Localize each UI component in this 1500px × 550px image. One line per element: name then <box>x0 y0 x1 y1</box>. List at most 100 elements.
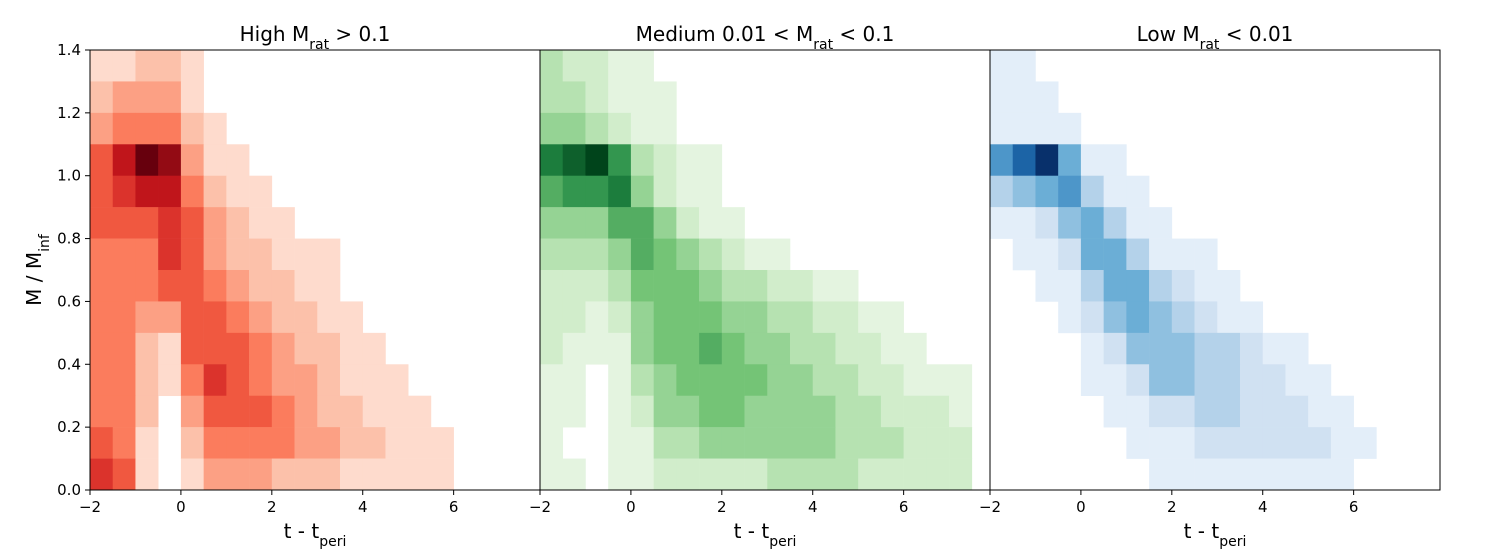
heatmap-cell <box>858 458 882 491</box>
heatmap-cell <box>431 333 454 365</box>
heatmap-cell <box>408 207 431 239</box>
heatmap-cell <box>880 301 904 334</box>
heatmap-cell <box>926 395 950 428</box>
heatmap-cell <box>1013 396 1036 428</box>
heatmap-cell <box>949 270 972 302</box>
heatmap-cell <box>294 238 318 271</box>
heatmap-cell <box>1035 333 1058 365</box>
heatmap-cell <box>1172 113 1195 145</box>
heatmap-cell <box>499 396 522 428</box>
heatmap-cell <box>90 50 114 82</box>
heatmap-cell <box>203 144 227 177</box>
heatmap-cell <box>858 176 881 208</box>
heatmap-cell <box>790 144 813 176</box>
heatmap-cell <box>476 364 499 396</box>
heatmap-cell <box>363 113 386 145</box>
heatmap-cell <box>158 427 181 459</box>
heatmap-cell <box>858 427 882 459</box>
heatmap-cell <box>1058 396 1081 428</box>
heatmap-cell <box>1399 113 1422 145</box>
heatmap-cell <box>430 458 454 491</box>
heatmap-cell <box>676 364 700 397</box>
heatmap-cell <box>676 427 700 459</box>
heatmap-cell <box>744 301 768 334</box>
heatmap-cell <box>385 364 409 397</box>
heatmap-cell <box>431 50 454 82</box>
heatmap-cell <box>271 238 295 271</box>
heatmap-cell <box>1058 175 1082 208</box>
heatmap-cell <box>1126 270 1150 302</box>
heatmap-cell <box>1149 270 1173 302</box>
heatmap-cell <box>1354 113 1377 145</box>
panel-title-sub: rat <box>813 37 833 53</box>
heatmap-cell <box>1376 50 1399 82</box>
heatmap-cell <box>699 144 723 177</box>
heatmap-cell <box>767 458 791 491</box>
heatmap-cell <box>790 332 814 365</box>
heatmap-cell <box>835 270 859 302</box>
heatmap-cell <box>562 207 586 239</box>
heatmap-cell <box>1104 50 1127 82</box>
heatmap-cell <box>653 144 677 177</box>
heatmap-cell <box>1035 364 1058 396</box>
heatmap-cell <box>585 427 608 459</box>
heatmap-cell <box>1149 427 1173 459</box>
heatmap-cell <box>990 364 1013 396</box>
heatmap-cell <box>880 458 904 491</box>
heatmap-cell <box>1308 395 1332 428</box>
heatmap-cell <box>990 81 1014 114</box>
heatmap-cell <box>608 175 632 208</box>
heatmap-cell <box>408 113 431 145</box>
heatmap-cell <box>476 113 499 145</box>
heatmap-cell <box>903 427 927 459</box>
heatmap-cell <box>699 270 723 302</box>
heatmap-cell <box>858 270 881 302</box>
heatmap-cell <box>1194 364 1218 397</box>
heatmap-cell <box>158 364 182 397</box>
heatmap-cell <box>721 207 745 239</box>
heatmap-cell <box>1103 364 1127 397</box>
heatmap-cell <box>699 364 723 397</box>
heatmap-cell <box>926 144 949 176</box>
heatmap-cell <box>294 427 318 459</box>
heatmap-cell <box>1103 207 1127 239</box>
heatmap-cell <box>608 332 632 365</box>
heatmap-cell <box>1126 81 1149 113</box>
heatmap-cell <box>630 50 654 82</box>
heatmap-cell <box>1376 270 1399 302</box>
heatmap-cell <box>158 396 181 428</box>
heatmap-cell <box>676 50 699 82</box>
heatmap-cell <box>926 458 950 491</box>
heatmap-cell <box>835 144 858 176</box>
heatmap-cell <box>1399 301 1422 333</box>
heatmap-cell <box>180 175 204 208</box>
heatmap-cell <box>476 333 499 365</box>
heatmap-cell <box>904 270 927 302</box>
heatmap-cell <box>226 458 250 491</box>
x-axis-label-before: t - t <box>284 519 320 543</box>
heatmap-cell <box>1172 207 1195 239</box>
heatmap-cell <box>835 427 859 459</box>
heatmap-cell <box>295 113 318 145</box>
heatmap-cell <box>499 113 522 145</box>
heatmap-cell <box>1058 459 1081 491</box>
heatmap-cell <box>1399 364 1422 396</box>
heatmap-cell <box>317 176 340 208</box>
heatmap-cell <box>813 207 836 239</box>
heatmap-cell <box>112 395 136 428</box>
y-tick-label: 0.6 <box>57 292 81 310</box>
heatmap-cell <box>585 175 609 208</box>
heatmap-cell <box>790 176 813 208</box>
heatmap-cell <box>1012 50 1036 82</box>
heatmap-cell <box>1331 144 1354 176</box>
x-tick-label: −2 <box>979 498 1001 516</box>
heatmap-cell <box>721 332 745 365</box>
heatmap-cell <box>135 364 159 397</box>
heatmap-cell <box>1331 113 1354 145</box>
heatmap-cell <box>1103 332 1127 365</box>
heatmap-cell <box>294 395 318 428</box>
heatmap-cell <box>1263 50 1286 82</box>
heatmap-cell <box>454 50 477 82</box>
heatmap-cell <box>585 144 609 177</box>
heatmap-cell <box>881 176 904 208</box>
